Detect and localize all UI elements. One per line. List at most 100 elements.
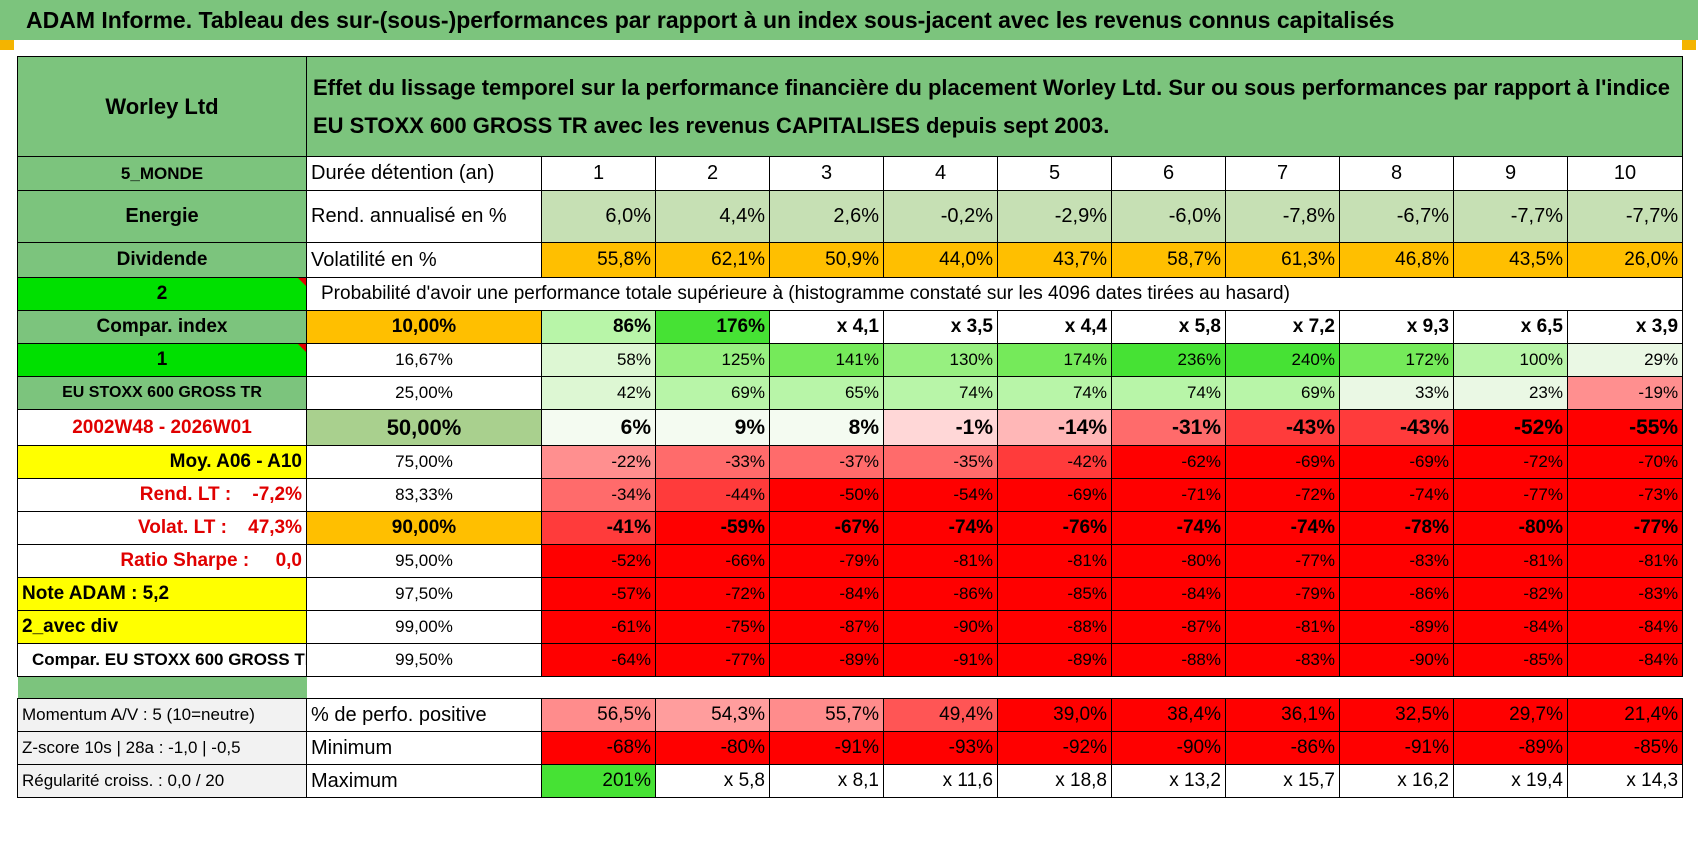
vol-value: 43,7%	[997, 242, 1112, 278]
rend-value: -7,8%	[1225, 190, 1340, 243]
quantile-value: -81%	[1225, 610, 1340, 644]
quantile-value: -14%	[997, 409, 1112, 446]
rend-value: 4,4%	[655, 190, 770, 243]
footer-value: 49,4%	[883, 698, 998, 732]
quantile-value: -85%	[1453, 643, 1568, 677]
quantile-value: -34%	[541, 478, 656, 512]
quantile-value: -85%	[997, 577, 1112, 611]
rend-value: -6,0%	[1111, 190, 1226, 243]
footer-value: x 8,1	[769, 764, 884, 798]
compar-footer-label: Compar. EU STOXX 600 GROSS TR	[17, 643, 307, 677]
sharpe-label: Ratio Sharpe : 0,0	[17, 544, 307, 578]
footer-value: -86%	[1225, 731, 1340, 765]
quantile-value: -86%	[1339, 577, 1454, 611]
volat-lt-label: Volat. LT : 47,3%	[17, 511, 307, 545]
quantile-value: -74%	[883, 511, 998, 545]
footer-value: x 16,2	[1339, 764, 1454, 798]
selector-2[interactable]: 1	[17, 343, 307, 377]
quantile-row: Compar. index 10,00% 86% 176% x 4,1 x 3,5 x 4,…	[17, 310, 1684, 344]
quantile-value: -35%	[883, 445, 998, 479]
year-header: 2	[655, 156, 770, 191]
quantile-pct: 75,00%	[306, 445, 542, 479]
quantile-value: -84%	[1111, 577, 1226, 611]
quantile-value: -88%	[997, 610, 1112, 644]
rend-label: Rend. annualisé en %	[306, 190, 542, 243]
quantile-value: -90%	[883, 610, 998, 644]
header-row: Worley Ltd Effet du lissage temporel sur …	[17, 56, 1684, 157]
quantile-value: -88%	[1111, 643, 1226, 677]
separator-cell	[1568, 677, 1683, 699]
rend-row: Energie Rend. annualisé en % 6,0% 4,4% 2,6% -…	[17, 190, 1684, 243]
quantile-value: 176%	[655, 310, 770, 344]
quantile-value: 42%	[541, 376, 656, 410]
compar-index-label: Compar. index	[17, 310, 307, 344]
year-header: 6	[1111, 156, 1226, 191]
quantile-value: -84%	[1566, 610, 1684, 644]
quantile-value: -74%	[1111, 511, 1226, 545]
footer-row: Z-score 10s | 28a : -1,0 | -0,5 Minimum -6…	[17, 731, 1684, 765]
footer-value: x 13,2	[1111, 764, 1226, 798]
footer-value: 32,5%	[1339, 698, 1454, 732]
quantile-value: 100%	[1453, 343, 1568, 377]
footer-value: 54,3%	[655, 698, 770, 732]
quantile-value: -81%	[1566, 544, 1684, 578]
year-header: 7	[1225, 156, 1340, 191]
footer-value: 29,7%	[1453, 698, 1568, 732]
vol-value: 61,3%	[1225, 242, 1340, 278]
quantile-row: Rend. LT : -7,2% 83,33% -34% -44% -50% -54% -6…	[17, 478, 1684, 512]
separator-cell	[656, 677, 770, 699]
quantile-value: x 9,3	[1339, 310, 1454, 344]
rend-value: -2,9%	[997, 190, 1112, 243]
quantile-pct: 95,00%	[306, 544, 542, 578]
footer-value: 21,4%	[1566, 698, 1684, 732]
quantile-value: 8%	[769, 409, 884, 446]
quantile-value: 236%	[1111, 343, 1226, 377]
avec-div-label: 2_avec div	[17, 610, 307, 644]
footer-left-label: Z-score 10s | 28a : -1,0 | -0,5	[17, 731, 307, 765]
corner-marker-left	[0, 40, 14, 50]
footer-value: -92%	[997, 731, 1112, 765]
separator-cell	[542, 677, 656, 699]
footer-value: -91%	[1339, 731, 1454, 765]
vol-value: 46,8%	[1339, 242, 1454, 278]
footer-left-label: Régularité croiss. : 0,0 / 20	[17, 764, 307, 798]
quantile-row: Ratio Sharpe : 0,0 95,00% -52% -66% -79% -81%…	[17, 544, 1684, 578]
quantile-value: -83%	[1225, 643, 1340, 677]
quantile-value: -77%	[655, 643, 770, 677]
quantile-pct: 25,00%	[306, 376, 542, 410]
quantile-value: 74%	[1111, 376, 1226, 410]
separator-cell	[998, 677, 1112, 699]
quantile-value: -87%	[1111, 610, 1226, 644]
quantile-row: Compar. EU STOXX 600 GROSS TR 99,50% -64% -…	[17, 643, 1684, 677]
rend-lt-label: Rend. LT : -7,2%	[17, 478, 307, 512]
quantile-pct: 83,33%	[306, 478, 542, 512]
year-header: 1	[541, 156, 656, 191]
quantile-row: 2002W48 - 2026W01 50,00% 6% 9% 8% -1% -14% -31%…	[17, 409, 1684, 446]
quantile-value: -77%	[1453, 478, 1568, 512]
quantile-row: 1 16,67% 58% 125% 141% 130% 174% 236% 240% 172% 10…	[17, 343, 1684, 377]
footer-value: -68%	[541, 731, 656, 765]
quantile-value: 141%	[769, 343, 884, 377]
separator-cell	[1340, 677, 1454, 699]
footer-value: -91%	[769, 731, 884, 765]
selector-1[interactable]: 2	[17, 277, 307, 311]
stock-name: Worley Ltd	[17, 56, 307, 157]
duration-row: 5_MONDE Durée détention (an) 1 2 3 4 5 6 7 8 9 10	[17, 156, 1684, 191]
quantile-value: 69%	[1225, 376, 1340, 410]
footer-metric-label: Minimum	[306, 731, 542, 765]
quantile-value: -69%	[997, 478, 1112, 512]
quantile-value: -81%	[1453, 544, 1568, 578]
description-line-1: Effet du lissage temporel sur la perform…	[313, 74, 1670, 100]
quantile-value: -81%	[883, 544, 998, 578]
separator-cell	[307, 677, 542, 699]
quantile-value: -83%	[1566, 577, 1684, 611]
quantile-value: -43%	[1339, 409, 1454, 446]
quantile-value: x 6,5	[1453, 310, 1568, 344]
vol-value: 58,7%	[1111, 242, 1226, 278]
prob-label: Probabilité d'avoir une performance tota…	[306, 277, 1568, 311]
quantile-value: -50%	[769, 478, 884, 512]
description: Effet du lissage temporel sur la perform…	[305, 56, 1684, 157]
quantile-row: EU STOXX 600 GROSS TR 25,00% 42% 69% 65% 74% 7…	[17, 376, 1684, 410]
quantile-value: x 5,8	[1111, 310, 1226, 344]
year-header: 8	[1339, 156, 1454, 191]
